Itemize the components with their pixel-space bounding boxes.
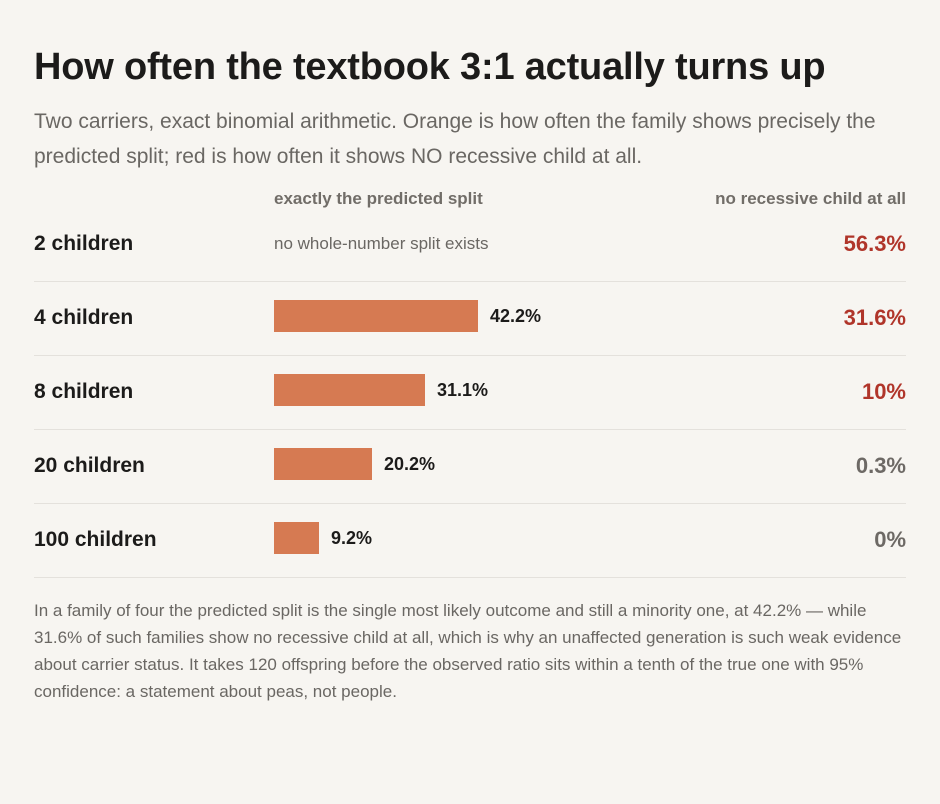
chart-row: 20 children 20.2% 0.3% [34, 430, 906, 504]
bar-area: 20.2% [274, 448, 694, 480]
no-recessive-value: 31.6% [843, 305, 906, 330]
exact-split-bar [274, 448, 372, 480]
exact-split-bar [274, 300, 478, 332]
exact-split-value-label: 20.2% [384, 454, 436, 474]
chart-row: 8 children 31.1% 10% [34, 356, 906, 430]
bar-area: 9.2% [274, 522, 694, 554]
chart-row: 100 children 9.2% 0% [34, 504, 906, 578]
bar-area: 42.2% [274, 300, 694, 332]
bar-area: 31.1% [274, 374, 694, 406]
exact-split-value-label: 9.2% [331, 528, 373, 548]
no-split-note: no whole-number split exists [274, 234, 489, 253]
no-recessive-value: 56.3% [843, 231, 906, 256]
exact-split-value-label: 31.1% [437, 380, 489, 400]
chart-row: 2 children no whole-number split exists 56… [34, 208, 906, 282]
row-label: 8 children [34, 380, 134, 403]
no-recessive-value: 10% [861, 379, 906, 404]
chart-rows: 2 children no whole-number split exists 56… [34, 208, 906, 578]
exact-split-value-label: 42.2% [490, 306, 542, 326]
no-recessive-value: 0.3% [855, 453, 906, 478]
row-label: 100 children [34, 528, 157, 551]
chart-subtitle: Two carriers, exact binomial arithmetic.… [34, 110, 876, 168]
chart-footnote: In a family of four the predicted split … [34, 601, 902, 701]
exact-split-bar [274, 374, 425, 406]
no-recessive-column-header: no recessive child at all [715, 189, 906, 208]
exact-split-column-header: exactly the predicted split [274, 189, 483, 208]
row-label: 2 children [34, 232, 134, 255]
exact-split-bar [274, 522, 319, 554]
no-recessive-value: 0% [874, 527, 906, 552]
chart-row: 4 children 42.2% 31.6% [34, 282, 906, 356]
chart-title: How often the textbook 3:1 actually turn… [34, 46, 826, 88]
row-label: 20 children [34, 454, 145, 477]
row-label: 4 children [34, 306, 134, 329]
